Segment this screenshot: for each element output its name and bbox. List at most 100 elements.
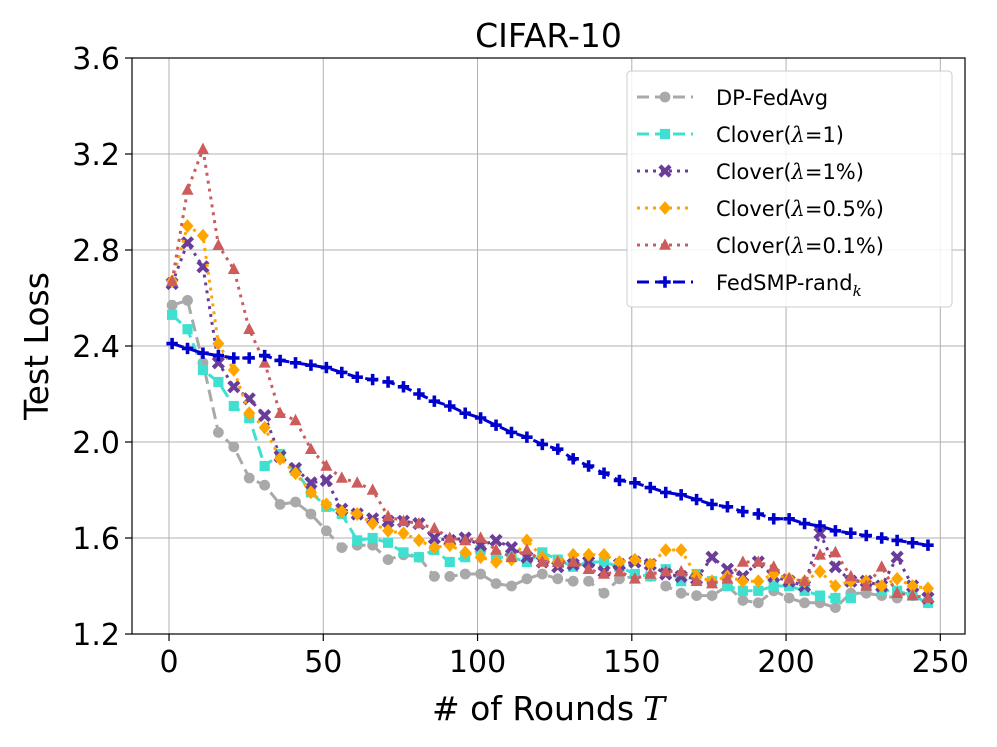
data-point [644, 557, 657, 572]
data-point [752, 574, 765, 589]
data-point [398, 547, 409, 558]
data-point [243, 352, 255, 364]
data-point [721, 501, 734, 513]
data-point [211, 356, 225, 370]
data-point [736, 574, 749, 589]
data-point [675, 543, 688, 557]
data-point [336, 542, 348, 553]
data-point [228, 400, 239, 412]
data-point [335, 504, 348, 519]
data-point [768, 580, 779, 592]
data-point [258, 349, 271, 362]
data-point [567, 547, 580, 562]
data-point [906, 537, 919, 549]
data-point [767, 560, 780, 572]
data-point [258, 420, 271, 435]
data-point [660, 580, 672, 592]
data-point [459, 407, 471, 419]
data-point [259, 460, 270, 472]
data-point [783, 572, 796, 584]
data-point [737, 505, 749, 518]
data-point [459, 533, 472, 546]
x-axis-label: # of Rounds T [432, 689, 668, 728]
data-point [660, 486, 672, 499]
data-point [598, 547, 611, 562]
data-point [906, 579, 919, 593]
data-point [212, 427, 224, 438]
x-tick-label: 250 [912, 645, 969, 680]
data-point [552, 573, 564, 585]
data-point [752, 555, 765, 567]
data-point [412, 533, 425, 548]
data-point [180, 236, 195, 250]
data-point [196, 260, 210, 274]
legend-marker [659, 201, 671, 215]
data-point [922, 597, 934, 608]
data-point [628, 552, 641, 567]
data-point [860, 579, 873, 591]
legend-item-4: Clover(λ=0.5%) [637, 197, 884, 221]
data-point [304, 485, 317, 500]
y-tick-label: 3.6 [72, 42, 120, 77]
data-point [305, 359, 317, 371]
data-point [167, 309, 178, 320]
legend-label: Clover(λ=1%) [716, 160, 864, 184]
data-point [737, 595, 749, 606]
data-point [875, 579, 888, 593]
data-point [676, 576, 687, 587]
data-point [613, 555, 626, 569]
data-point [583, 575, 595, 587]
data-point [212, 349, 225, 362]
data-point [813, 548, 826, 560]
legend-label: FedSMP-randk [716, 271, 862, 300]
series-6 [166, 337, 934, 551]
data-point [490, 578, 502, 589]
legend-marker [659, 91, 671, 103]
x-tick-label: 150 [603, 645, 660, 680]
data-point [921, 591, 934, 603]
data-point [351, 476, 364, 488]
x-axis-label-text: # of Rounds [432, 689, 634, 728]
data-point [520, 533, 533, 548]
data-point [475, 544, 486, 556]
data-point [752, 508, 764, 520]
data-point [166, 337, 178, 350]
data-point [427, 531, 441, 545]
data-point [628, 572, 641, 584]
data-point [227, 262, 240, 274]
data-point [829, 579, 842, 593]
data-point [351, 507, 364, 521]
data-point [675, 489, 687, 501]
data-point [443, 531, 456, 543]
data-point [243, 322, 256, 334]
data-point [243, 472, 255, 484]
data-point [474, 412, 487, 424]
data-point [258, 356, 271, 368]
legend-item-3: Clover(λ=1%) [637, 160, 864, 184]
data-point [366, 373, 379, 386]
data-point [829, 525, 842, 537]
data-point [290, 496, 301, 508]
data-point [397, 514, 410, 526]
data-point [644, 481, 657, 494]
data-point [382, 523, 395, 538]
data-point [397, 381, 410, 393]
data-point [536, 555, 549, 567]
data-point [444, 400, 456, 412]
data-point [520, 543, 533, 555]
data-point [799, 597, 810, 609]
data-point [860, 529, 872, 542]
data-point [705, 550, 719, 564]
x-tick-label: 100 [449, 645, 506, 680]
data-point [830, 602, 841, 613]
chart-title: CIFAR-10 [475, 16, 622, 55]
data-point [798, 517, 811, 530]
data-point [768, 513, 780, 525]
data-point [629, 477, 641, 489]
data-point [212, 238, 225, 250]
x-tick-label: 200 [757, 645, 814, 680]
data-point [551, 555, 564, 567]
data-point [598, 556, 610, 568]
y-tick-label: 2.4 [72, 330, 120, 365]
